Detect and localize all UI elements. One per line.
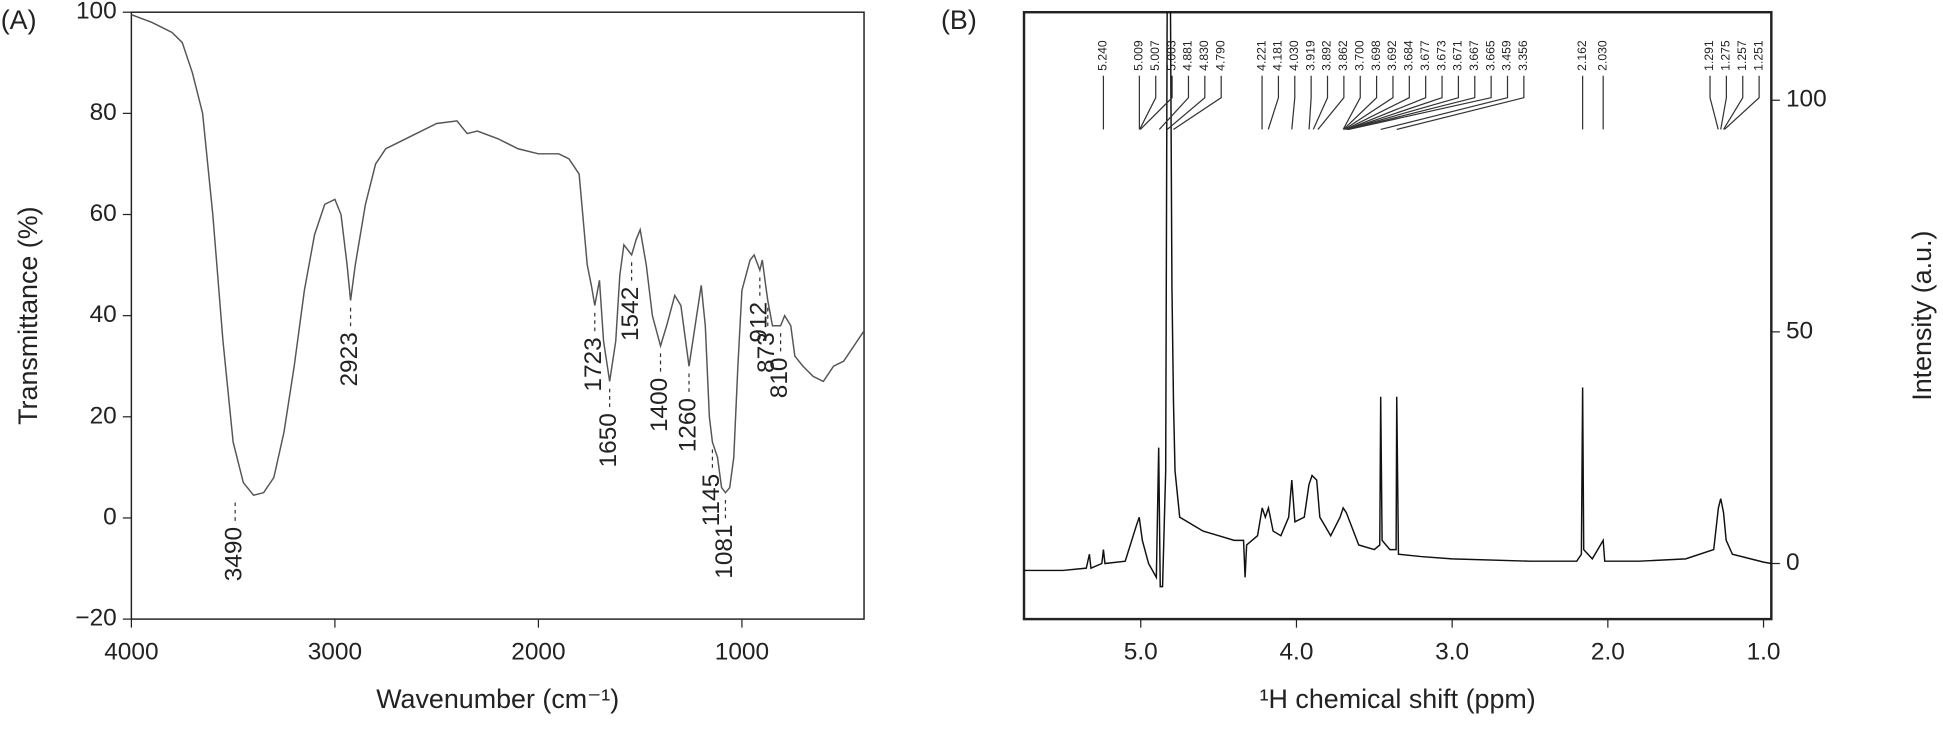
annotation-label: 1542 (617, 287, 644, 341)
annotation-label: 1723 (580, 337, 607, 391)
peak-label: 4.830 (1197, 40, 1211, 71)
peak-leader (1291, 75, 1296, 130)
peak-label: 3.862 (1336, 40, 1350, 71)
peak-label: 2.030 (1595, 40, 1609, 71)
peak-label: 1.275 (1719, 40, 1733, 71)
peak-label: 3.673 (1434, 40, 1448, 71)
peak-leader (1166, 75, 1206, 130)
x-tick-label: 3.0 (1435, 639, 1469, 666)
peak-leader (1342, 75, 1361, 130)
peak-leader (1267, 75, 1280, 130)
peak-leader (1347, 75, 1443, 131)
peak-label: 1.291 (1702, 40, 1716, 71)
y-tick-label: 50 (1786, 317, 1813, 344)
annotation-label: 1145 (698, 474, 725, 526)
peak-label: 3.692 (1385, 40, 1399, 71)
x-tick-label: 4.0 (1279, 639, 1313, 666)
x-tick-label: 3000 (308, 639, 362, 666)
annotation-label: 1650 (595, 413, 622, 467)
y-tick-label: 80 (90, 99, 117, 126)
peak-leader (1380, 75, 1509, 131)
peak-label: 3.671 (1451, 40, 1465, 71)
peak-label: 4.030 (1287, 40, 1301, 71)
peak-leader (1317, 75, 1345, 130)
x-tick-label: 1000 (715, 639, 769, 666)
peak-leader (1344, 75, 1394, 130)
peak-label: 4.881 (1181, 40, 1195, 71)
peak-leader (1312, 75, 1329, 130)
peak-label: 2.162 (1575, 40, 1589, 71)
peak-leader (1348, 75, 1492, 131)
peak-label: 3.667 (1467, 40, 1481, 71)
annotation-label: 1400 (646, 378, 673, 432)
x-tick-label: 1.0 (1747, 639, 1781, 666)
peak-leader (1347, 75, 1460, 131)
peak-label: 4.181 (1271, 40, 1285, 71)
peak-label: 3.892 (1320, 40, 1334, 71)
panel-label: (B) (941, 5, 977, 35)
y-tick-label: 100 (76, 0, 117, 25)
annotation-label: 2923 (336, 332, 363, 386)
x-tick-label: 4000 (104, 639, 158, 666)
panel-label: (A) (1, 5, 37, 35)
annotation-label: 3490 (221, 527, 248, 581)
peak-label: 3.684 (1402, 40, 1416, 71)
x-tick-label: 2000 (511, 639, 565, 666)
peak-leader (1348, 75, 1476, 131)
y-tick-label: 0 (1786, 549, 1800, 576)
annotation-label: 810 (766, 358, 793, 399)
peak-leader (1173, 75, 1222, 130)
peak-leader (1724, 75, 1760, 130)
peak-leader (1720, 75, 1727, 130)
peak-leader (1723, 75, 1744, 130)
peak-leader (1345, 75, 1410, 130)
peak-leader (1709, 75, 1719, 130)
x-axis-label: ¹H chemical shift (ppm) (1260, 684, 1536, 714)
peak-label: 4.221 (1254, 40, 1268, 71)
x-tick-label: 5.0 (1124, 639, 1158, 666)
peak-leader (1139, 75, 1173, 130)
annotation-label: 1081 (711, 524, 738, 578)
spectrum-line (1024, 12, 1772, 588)
annotation-label: 1260 (674, 398, 701, 452)
y-tick-label: 100 (1786, 86, 1827, 113)
annotation-label: 873 (753, 332, 780, 373)
y-axis-label: Transmittance (%) (13, 206, 43, 424)
peak-label: 5.007 (1148, 40, 1162, 71)
peak-label: 3.459 (1500, 40, 1514, 71)
peak-label: 3.700 (1352, 40, 1366, 71)
x-axis-label: Wavenumber (cm⁻¹) (376, 684, 619, 714)
plot (1024, 12, 1772, 588)
peak-label: 3.665 (1483, 40, 1497, 71)
peak-label: 3.919 (1303, 40, 1317, 71)
peak-leader (1158, 75, 1190, 130)
plot-frame (1022, 10, 1773, 621)
peak-label: 3.698 (1369, 40, 1383, 71)
y-tick-label: 20 (90, 402, 117, 429)
peak-label: 5.009 (1132, 40, 1146, 71)
peak-label: 5.003 (1164, 40, 1178, 71)
y-axis-label: Intensity (a.u.) (1907, 231, 1937, 401)
peak-label: 3.677 (1418, 40, 1432, 71)
peak-leader (1396, 75, 1525, 131)
spectrum-line (131, 14, 865, 497)
peak-label: 1.257 (1735, 40, 1749, 71)
peak-label: 5.240 (1096, 40, 1110, 71)
peak-leader (1343, 75, 1378, 130)
peak-label: 1.251 (1751, 40, 1765, 71)
plot (131, 14, 865, 497)
peak-leader (1139, 75, 1157, 130)
x-tick-label: 2.0 (1591, 639, 1625, 666)
y-tick-label: 0 (103, 503, 117, 530)
y-tick-label: −20 (75, 605, 116, 632)
peak-label: 4.790 (1213, 40, 1227, 71)
peak-label: 3.356 (1516, 40, 1530, 71)
peak-leader (1308, 75, 1312, 130)
peak-leader (1346, 75, 1427, 131)
y-tick-label: 40 (90, 301, 117, 328)
y-tick-label: 60 (90, 200, 117, 227)
